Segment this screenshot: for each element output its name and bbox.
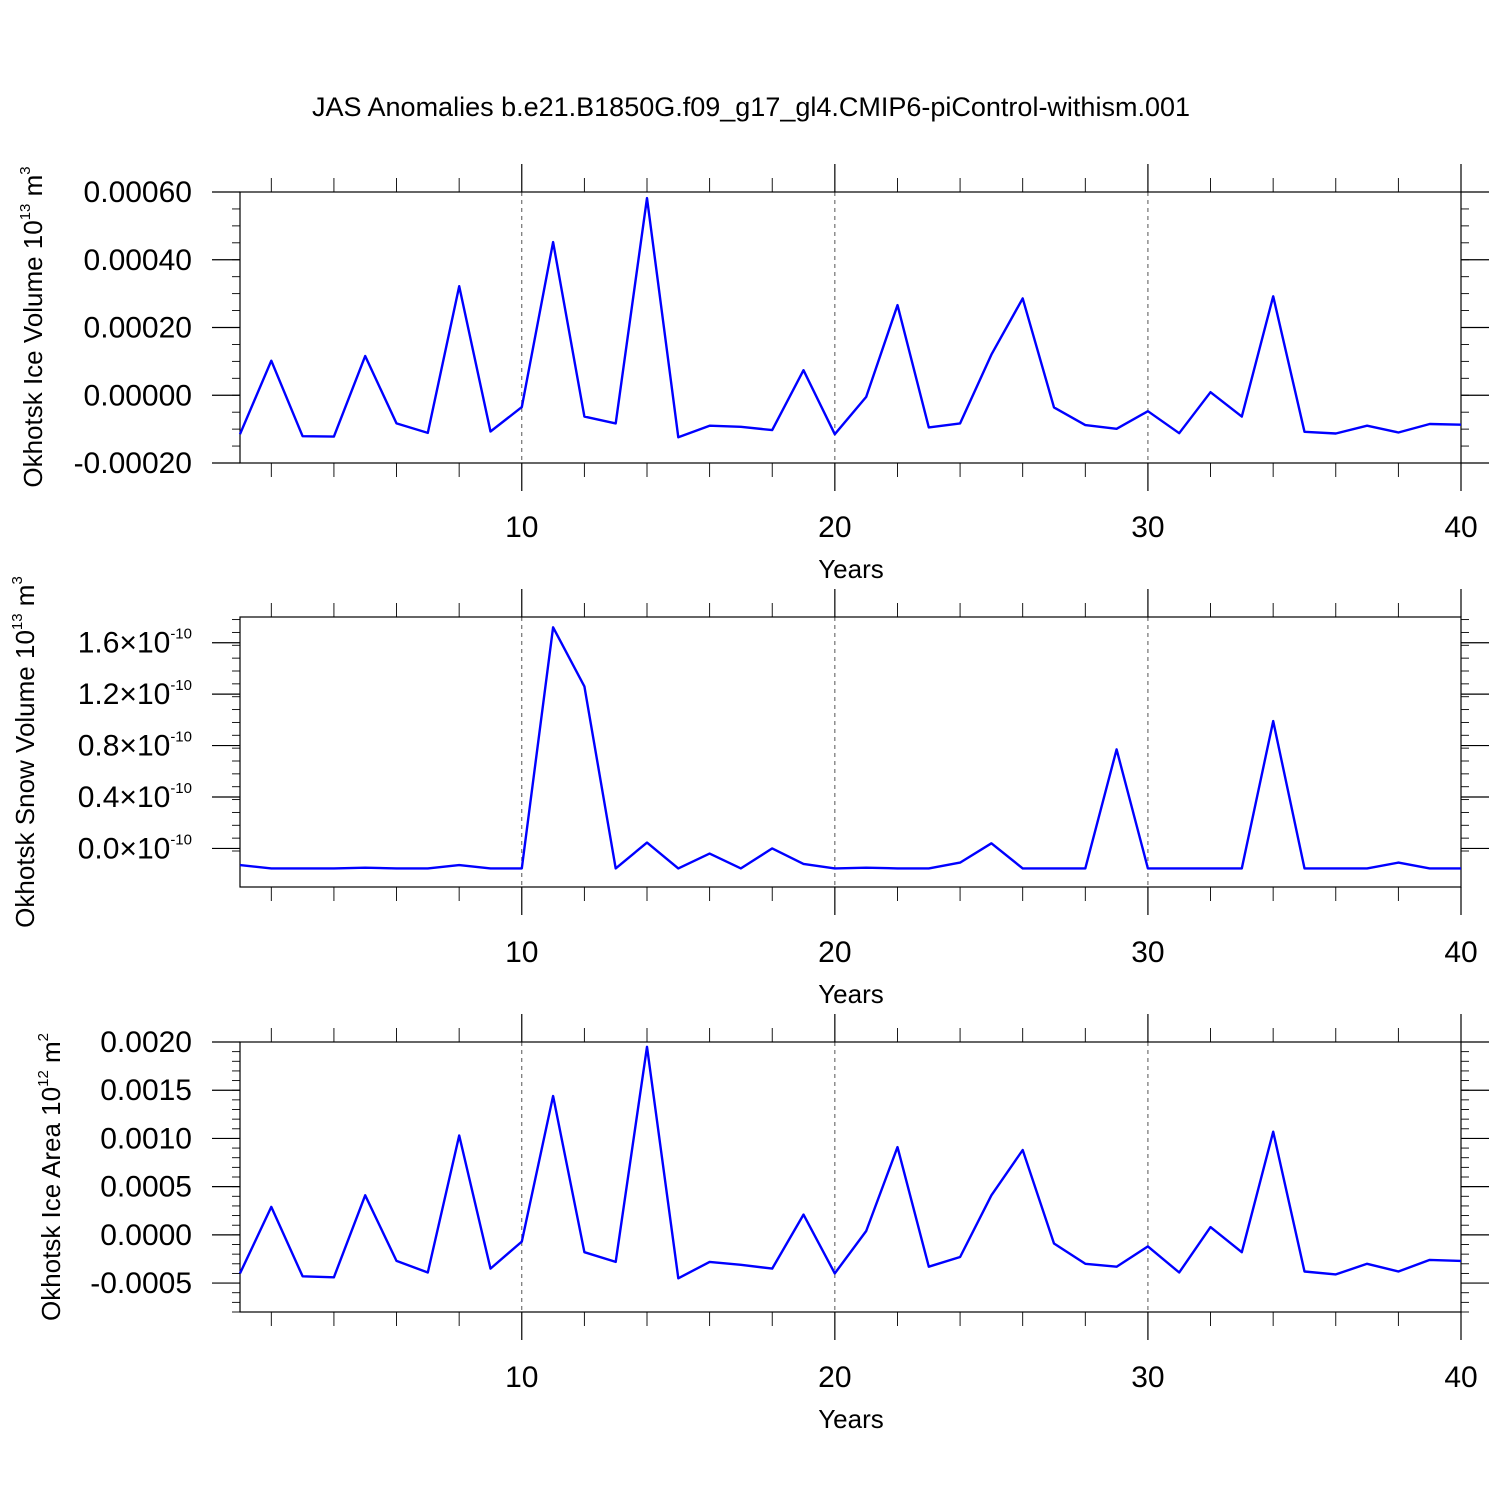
x-axis-label: Years — [818, 979, 884, 1009]
y-tick-label: 0.00000 — [84, 379, 192, 412]
x-tick-label: 10 — [505, 511, 538, 544]
x-tick-label: 40 — [1444, 1361, 1477, 1394]
x-axis-label: Years — [818, 554, 884, 584]
y-tick-label: 0.0005 — [100, 1171, 192, 1204]
x-tick-label: 20 — [818, 936, 851, 969]
x-tick-label: 40 — [1444, 936, 1477, 969]
series-line-1 — [238, 196, 1462, 439]
x-tick-label: 30 — [1131, 1361, 1164, 1394]
y-tick-label: 0.0015 — [100, 1074, 192, 1107]
x-tick-label: 20 — [818, 511, 851, 544]
y-axis-label: Okhotsk Ice Area 1012 m2 — [35, 1033, 66, 1321]
y-axis-label: Okhotsk Ice Volume 1013 m3 — [17, 166, 48, 487]
y-tick-label: 0.0×10-10 — [78, 831, 192, 865]
y-tick-label: 0.4×10-10 — [78, 780, 192, 814]
y-tick-label: -0.0005 — [90, 1267, 192, 1300]
y-tick-label: 0.0020 — [100, 1026, 192, 1059]
y-axis-label: Okhotsk Snow Volume 1013 m3 — [9, 576, 40, 928]
x-tick-label: 20 — [818, 1361, 851, 1394]
y-tick-label: 1.6×10-10 — [78, 626, 192, 660]
x-axis-label: Years — [818, 1404, 884, 1434]
y-tick-label: -0.00020 — [74, 447, 192, 480]
y-tick-label: 0.00040 — [84, 244, 192, 277]
plot-frame — [239, 191, 1462, 464]
x-tick-label: 40 — [1444, 511, 1477, 544]
series-line-1 — [239, 626, 1461, 870]
chart-title: JAS Anomalies b.e21.B1850G.f09_g17_gl4.C… — [312, 92, 1190, 122]
y-tick-label: 1.2×10-10 — [78, 677, 192, 711]
y-tick-label: 0.0000 — [100, 1219, 192, 1252]
y-tick-label: 0.0010 — [100, 1122, 192, 1155]
x-tick-label: 10 — [505, 1361, 538, 1394]
x-tick-label: 30 — [1131, 511, 1164, 544]
chart-panel-2: 0.0×10-10 0.4×10-10 0.8×10-10 1.2×10-10 1.6×… — [9, 576, 1489, 1009]
y-tick-label: 0.8×10-10 — [78, 729, 192, 763]
y-tick-label: 0.00060 — [84, 176, 192, 209]
x-tick-label: 30 — [1131, 936, 1164, 969]
series-line-1 — [238, 1045, 1462, 1280]
chart-panel-1: -0.00020 0.00000 0.00020 0.00040 0.00060 10 20… — [17, 164, 1489, 584]
x-tick-label: 10 — [505, 936, 538, 969]
plot-frame — [239, 616, 1462, 888]
chart-panel-3: -0.0005 0.0000 0.0005 0.0010 0.0015 0.0020 10 2… — [35, 1014, 1489, 1434]
y-tick-label: 0.00020 — [84, 312, 192, 345]
